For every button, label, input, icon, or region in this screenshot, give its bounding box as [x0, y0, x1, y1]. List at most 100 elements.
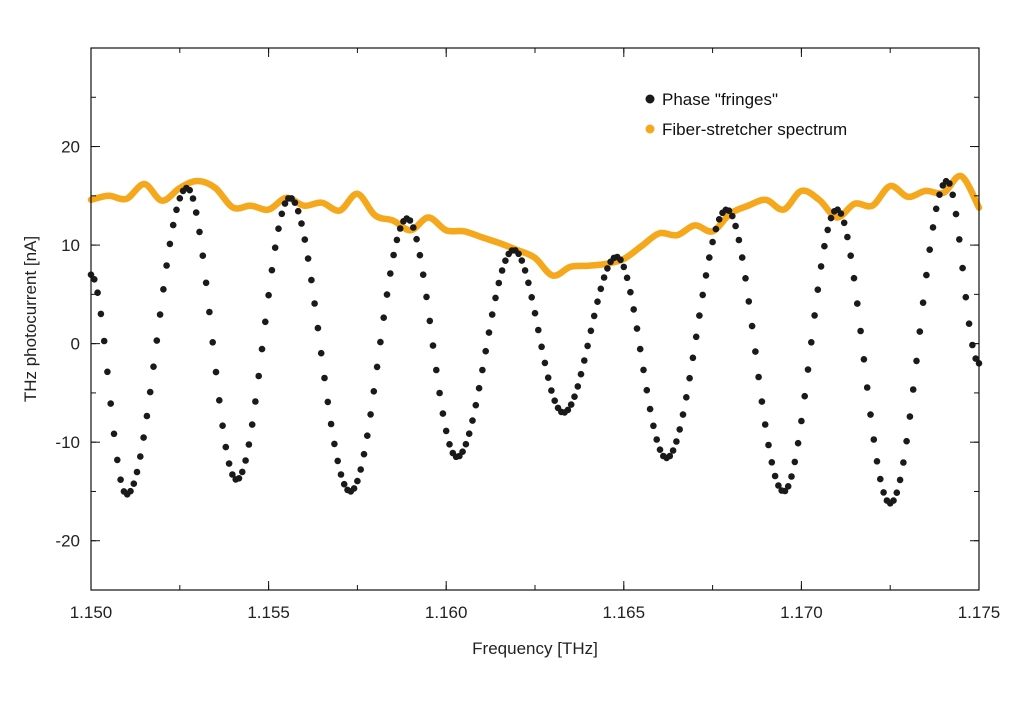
- data-point-phase-fringes: [192, 209, 200, 216]
- data-point-phase-fringes: [748, 322, 756, 330]
- data-point-phase-fringes: [702, 272, 710, 279]
- data-point-phase-fringes: [860, 356, 868, 363]
- data-point-phase-fringes: [867, 411, 874, 418]
- data-point-phase-fringes: [252, 398, 259, 405]
- data-point-phase-fringes: [683, 394, 690, 401]
- x-tick-label: 1.150: [70, 603, 113, 622]
- x-axis-label: Frequency [THz]: [472, 639, 598, 658]
- data-point-phase-fringes: [311, 300, 318, 307]
- data-point-phase-fringes: [824, 226, 831, 234]
- data-point-phase-fringes: [577, 370, 585, 378]
- data-point-phase-fringes: [738, 254, 746, 261]
- data-point-phase-fringes: [140, 434, 147, 441]
- data-point-phase-fringes: [715, 216, 723, 223]
- data-point-phase-fringes: [137, 453, 144, 460]
- data-point-phase-fringes: [150, 363, 157, 371]
- data-point-phase-fringes: [742, 275, 749, 282]
- data-point-phase-fringes: [873, 458, 881, 465]
- data-point-phase-fringes: [590, 312, 598, 320]
- data-point-phase-fringes: [469, 417, 476, 424]
- data-point-phase-fringes: [367, 411, 374, 418]
- data-point-phase-fringes: [854, 300, 861, 307]
- data-point-phase-fringes: [360, 450, 368, 458]
- data-point-phase-fringes: [949, 191, 956, 199]
- data-point-phase-fringes: [745, 298, 753, 305]
- data-point-phase-fringes: [827, 214, 835, 222]
- data-point-phase-fringes: [656, 446, 664, 454]
- data-point-phase-fringes: [176, 195, 184, 202]
- data-point-phase-fringes: [110, 430, 118, 438]
- data-point-phase-fringes: [814, 286, 822, 294]
- data-point-phase-fringes: [143, 412, 151, 420]
- data-point-phase-fringes: [94, 289, 101, 297]
- data-point-phase-fringes: [291, 199, 299, 206]
- data-point-phase-fringes: [535, 326, 542, 334]
- data-point-phase-fringes: [380, 314, 388, 322]
- x-tick-label: 1.160: [425, 603, 468, 622]
- data-point-phase-fringes: [268, 266, 276, 274]
- data-point-phase-fringes: [548, 387, 555, 394]
- data-point-phase-fringes: [761, 421, 769, 428]
- data-point-phase-fringes: [863, 384, 871, 391]
- data-point-phase-fringes: [117, 476, 124, 484]
- data-point-phase-fringes: [133, 468, 141, 476]
- data-point-phase-fringes: [640, 366, 647, 374]
- data-point-phase-fringes: [465, 430, 473, 438]
- data-point-phase-fringes: [817, 263, 825, 270]
- y-tick-label: -20: [55, 532, 80, 551]
- data-point-phase-fringes: [472, 401, 480, 409]
- data-point-phase-fringes: [146, 388, 154, 396]
- data-point-phase-fringes: [788, 473, 795, 480]
- data-point-phase-fringes: [620, 263, 628, 271]
- data-point-phase-fringes: [278, 210, 286, 218]
- data-point-phase-fringes: [334, 457, 342, 465]
- data-point-phase-fringes: [104, 368, 111, 376]
- data-point-phase-fringes: [337, 471, 345, 478]
- data-point-phase-fringes: [482, 347, 490, 355]
- data-point-phase-fringes: [153, 337, 161, 344]
- data-point-phase-fringes: [903, 437, 910, 445]
- data-point-phase-fringes: [850, 274, 858, 282]
- data-point-phase-fringes: [304, 255, 312, 262]
- data-point-phase-fringes: [692, 333, 700, 341]
- data-point-phase-fringes: [636, 345, 644, 353]
- data-point-phase-fringes: [538, 343, 545, 351]
- data-point-phase-fringes: [189, 195, 197, 202]
- data-point-phase-fringes: [528, 294, 535, 301]
- data-point-phase-fringes: [518, 257, 526, 264]
- x-tick-label: 1.170: [780, 603, 823, 622]
- data-point-phase-fringes: [393, 236, 401, 244]
- data-point-phase-fringes: [909, 386, 917, 393]
- data-point-phase-fringes: [340, 480, 348, 488]
- data-point-phase-fringes: [459, 448, 466, 456]
- data-point-phase-fringes: [646, 405, 654, 413]
- data-point-phase-fringes: [515, 250, 522, 258]
- data-point-phase-fringes: [551, 397, 558, 405]
- data-point-phase-fringes: [258, 345, 266, 353]
- data-point-phase-fringes: [294, 207, 302, 215]
- data-point-phase-fringes: [219, 422, 226, 430]
- data-point-phase-fringes: [804, 366, 812, 373]
- data-point-phase-fringes: [837, 210, 845, 217]
- data-point-phase-fringes: [229, 471, 236, 478]
- data-point-phase-fringes: [373, 363, 381, 371]
- data-point-phase-fringes: [696, 312, 703, 319]
- y-axis-label: THz photocurrent [nA]: [21, 236, 40, 402]
- data-point-phase-fringes: [186, 186, 193, 194]
- data-point-phase-fringes: [965, 320, 973, 328]
- data-point-phase-fringes: [357, 466, 365, 473]
- data-point-phase-fringes: [166, 240, 174, 248]
- data-point-phase-fringes: [97, 310, 105, 318]
- data-point-phase-fringes: [959, 264, 966, 272]
- data-point-phase-fringes: [840, 219, 848, 227]
- y-tick-label: 20: [61, 138, 80, 157]
- data-point-phase-fringes: [630, 306, 637, 313]
- data-point-phase-fringes: [962, 293, 970, 301]
- data-point-phase-fringes: [255, 372, 262, 380]
- data-point-phase-fringes: [896, 476, 904, 484]
- y-tick-label: 10: [61, 236, 80, 255]
- data-point-phase-fringes: [729, 212, 736, 220]
- legend-marker-phase-fringes: [645, 94, 655, 104]
- legend-label-fiber-stretcher: Fiber-stretcher spectrum: [662, 120, 847, 139]
